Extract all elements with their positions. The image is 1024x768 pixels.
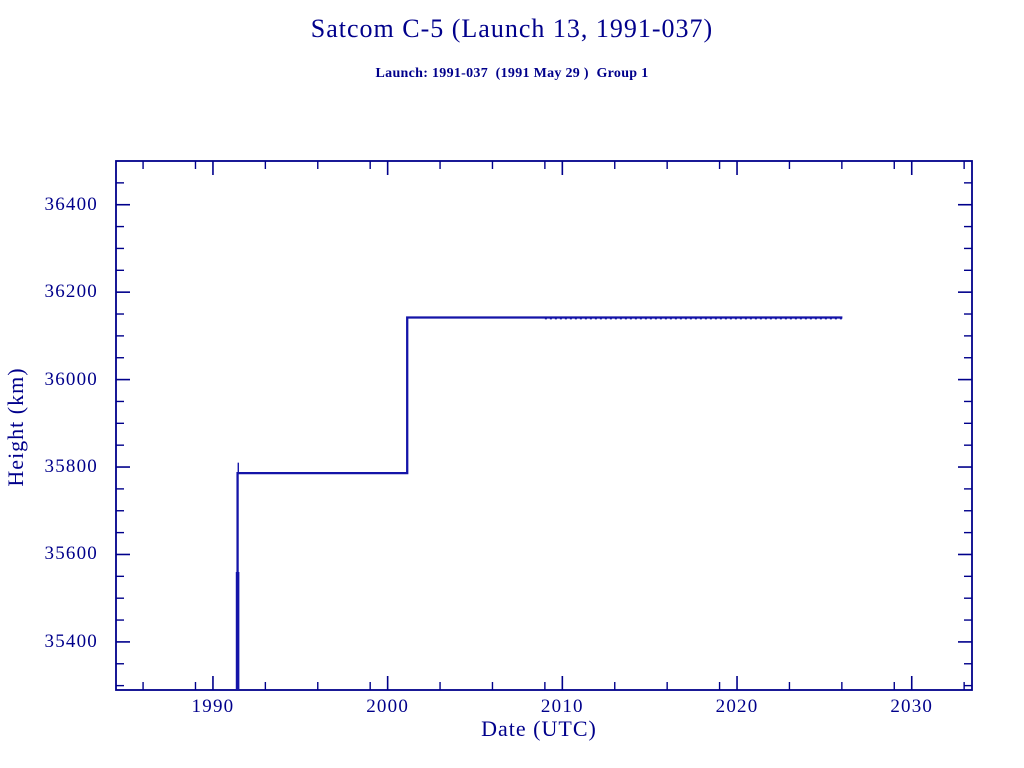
x-tick-label: 2030 — [890, 696, 934, 717]
y-tick-label: 36000 — [44, 368, 98, 390]
x-axis-label: Date (UTC) — [481, 716, 597, 741]
chart-title: Satcom C-5 (Launch 13, 1991-037) — [310, 14, 714, 43]
data-line-height-km — [236, 316, 843, 690]
y-tick-label: 36400 — [44, 193, 98, 215]
x-tick-label: 1990 — [191, 696, 235, 717]
plot-border — [115, 160, 973, 691]
y-tick-label: 35400 — [44, 630, 98, 652]
x-tick-label: 2000 — [366, 696, 410, 717]
x-tick-label: 2010 — [540, 696, 584, 717]
y-tick-label: 35600 — [44, 543, 98, 565]
chart-subtitle: Launch: 1991-037 (1991 May 29 ) Group 1 — [375, 66, 649, 81]
x-tick-label: 2020 — [715, 696, 759, 717]
y-tick-label: 35800 — [44, 456, 98, 478]
y-tick-label: 36200 — [44, 281, 98, 303]
